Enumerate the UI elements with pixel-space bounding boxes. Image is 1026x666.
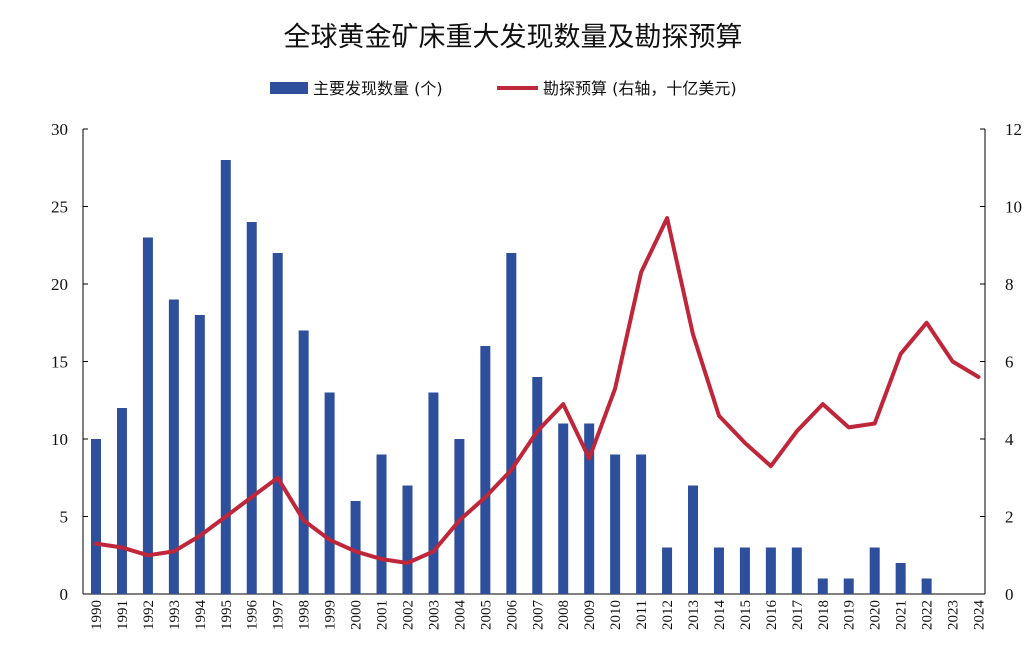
bar-2021 [895,563,906,594]
x-tick-label: 2008 [556,600,572,630]
bar-2012 [662,547,673,594]
y-right-tick-label: 8 [1005,275,1014,294]
x-tick-label: 2001 [375,600,391,630]
x-tick-label: 2000 [349,600,365,630]
bar-2009 [584,423,595,594]
legend: 主要发现数量 (个) 勘探预算 (右轴，十亿美元) [270,79,737,98]
x-tick-label: 2005 [478,600,494,630]
x-tick-label: 1991 [115,600,131,630]
bar-1997 [272,253,283,594]
x-tick-label: 2011 [634,600,650,629]
bar-1994 [194,315,205,594]
bar-2020 [869,547,880,594]
bar-2005 [480,346,491,594]
plot-area: 0 5 10 15 20 25 30 0 2 4 6 8 10 12 1990 1991 1992 1993 199… [51,120,1022,630]
x-tick-label: 2019 [842,600,858,630]
bar-1990 [91,439,101,594]
chart-title: 全球黄金矿床重大发现数量及勘探预算 [284,22,743,53]
y-left-tick-label: 20 [51,275,68,294]
bar-2002 [402,485,413,594]
x-tick-label: 2002 [400,600,416,630]
bar-1999 [324,392,335,594]
x-tick-label: 2004 [452,600,468,631]
x-tick-label: 1995 [219,600,235,630]
bar-1995 [220,160,231,594]
x-tick-label: 1990 [89,600,105,630]
bar-1993 [168,299,179,594]
y-right-tick-label: 2 [1005,508,1014,527]
x-tick-label: 2014 [712,600,728,631]
bar-2014 [713,547,724,594]
x-tick-label: 2017 [790,600,806,631]
x-tick-label: 1994 [193,600,209,631]
bar-2003 [428,392,439,594]
x-tick-label: 2012 [660,600,676,630]
bar-2013 [688,485,699,594]
x-tick-label: 2009 [582,600,598,630]
y-right-tick-label: 6 [1005,353,1014,372]
y-left-tick-label: 0 [60,585,69,604]
x-tick-label: 2020 [868,600,884,630]
x-tick-label: 1998 [297,600,313,630]
x-tick-label: 2021 [894,600,910,630]
bar-1998 [298,330,309,594]
x-tick-label: 1992 [141,600,157,630]
legend-label-budget: 勘探预算 (右轴，十亿美元) [543,79,737,98]
bar-1996 [246,222,257,594]
y-left-tick-label: 15 [51,353,68,372]
x-tick-label: 1999 [323,600,339,630]
x-tick-label: 2010 [608,600,624,630]
bar-2015 [739,547,750,594]
x-tick-label: 2007 [530,600,546,631]
x-tick-label: 2013 [686,600,702,630]
x-tick-label: 2022 [920,600,936,630]
x-tick-label: 2024 [972,600,988,631]
bar-2001 [376,454,387,594]
x-tick-label: 1993 [167,600,183,630]
y-right-tick-label: 0 [1005,585,1014,604]
y-left-tick-label: 10 [51,430,68,449]
bar-2007 [532,377,543,594]
y-right-tick-label: 4 [1005,430,1014,449]
bar-2016 [765,547,776,594]
legend-swatch-discoveries [270,82,308,94]
y-left-tick-label: 30 [51,120,68,139]
y-left-tick-label: 5 [60,508,69,527]
bar-2018 [817,578,828,594]
bar-2010 [610,454,621,594]
bar-2006 [506,253,517,594]
bar-2019 [843,578,854,594]
x-tick-label: 1997 [271,600,287,631]
x-tick-label: 2023 [946,600,962,630]
legend-label-discoveries: 主要发现数量 (个) [313,79,443,98]
y-left-tick-label: 25 [51,198,68,217]
bar-2017 [791,547,802,594]
bar-1991 [116,408,127,594]
x-tick-label: 2016 [764,600,780,631]
bar-2011 [636,454,647,594]
x-tick-label: 2006 [504,600,520,631]
y-right-tick-label: 10 [1005,198,1022,217]
bar-2000 [350,501,361,594]
bar-1992 [142,237,153,594]
x-tick-label: 2015 [738,600,754,630]
x-tick-label: 1996 [245,600,261,631]
y-right-tick-label: 12 [1005,120,1022,139]
bar-2008 [558,423,569,594]
bar-2022 [921,578,932,594]
x-tick-label: 2018 [816,600,832,630]
x-tick-label: 2003 [426,600,442,630]
bar-2004 [454,439,465,594]
